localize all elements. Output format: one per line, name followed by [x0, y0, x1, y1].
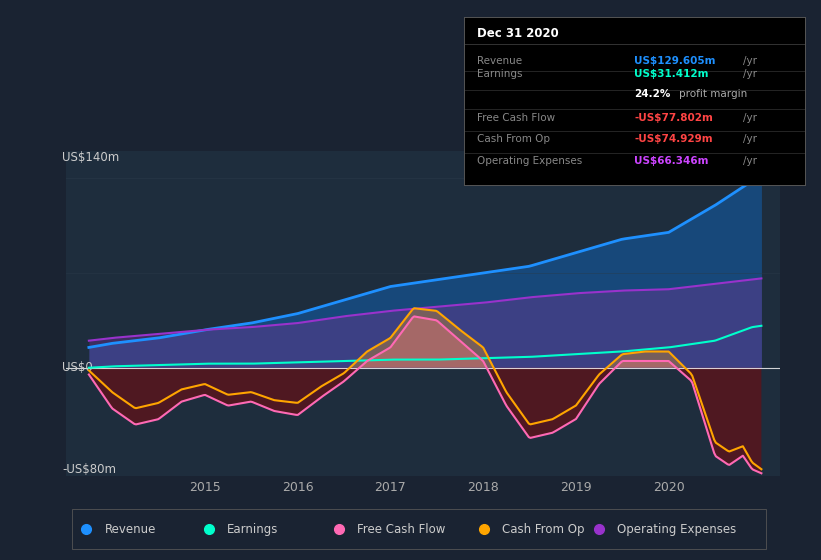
- Text: Revenue: Revenue: [478, 57, 523, 66]
- Text: Earnings: Earnings: [227, 522, 278, 536]
- Text: /yr: /yr: [743, 69, 757, 79]
- Text: Cash From Op: Cash From Op: [478, 134, 551, 144]
- Text: Operating Expenses: Operating Expenses: [478, 156, 583, 166]
- Text: Free Cash Flow: Free Cash Flow: [478, 113, 556, 123]
- Text: -US$80m: -US$80m: [62, 463, 116, 476]
- Text: US$0: US$0: [62, 361, 93, 374]
- Text: US$129.605m: US$129.605m: [635, 57, 716, 66]
- Text: /yr: /yr: [743, 134, 757, 144]
- Text: Cash From Op: Cash From Op: [502, 522, 585, 536]
- Text: profit margin: profit margin: [678, 89, 747, 99]
- Text: Revenue: Revenue: [104, 522, 156, 536]
- Text: Operating Expenses: Operating Expenses: [617, 522, 736, 536]
- Text: /yr: /yr: [743, 57, 757, 66]
- Text: Free Cash Flow: Free Cash Flow: [357, 522, 446, 536]
- Text: Dec 31 2020: Dec 31 2020: [478, 27, 559, 40]
- Text: /yr: /yr: [743, 156, 757, 166]
- Text: US$66.346m: US$66.346m: [635, 156, 709, 166]
- Text: /yr: /yr: [743, 113, 757, 123]
- Text: US$31.412m: US$31.412m: [635, 69, 709, 79]
- Text: -US$77.802m: -US$77.802m: [635, 113, 713, 123]
- Text: -US$74.929m: -US$74.929m: [635, 134, 713, 144]
- Text: Earnings: Earnings: [478, 69, 523, 79]
- Text: 24.2%: 24.2%: [635, 89, 671, 99]
- Text: US$140m: US$140m: [62, 151, 119, 164]
